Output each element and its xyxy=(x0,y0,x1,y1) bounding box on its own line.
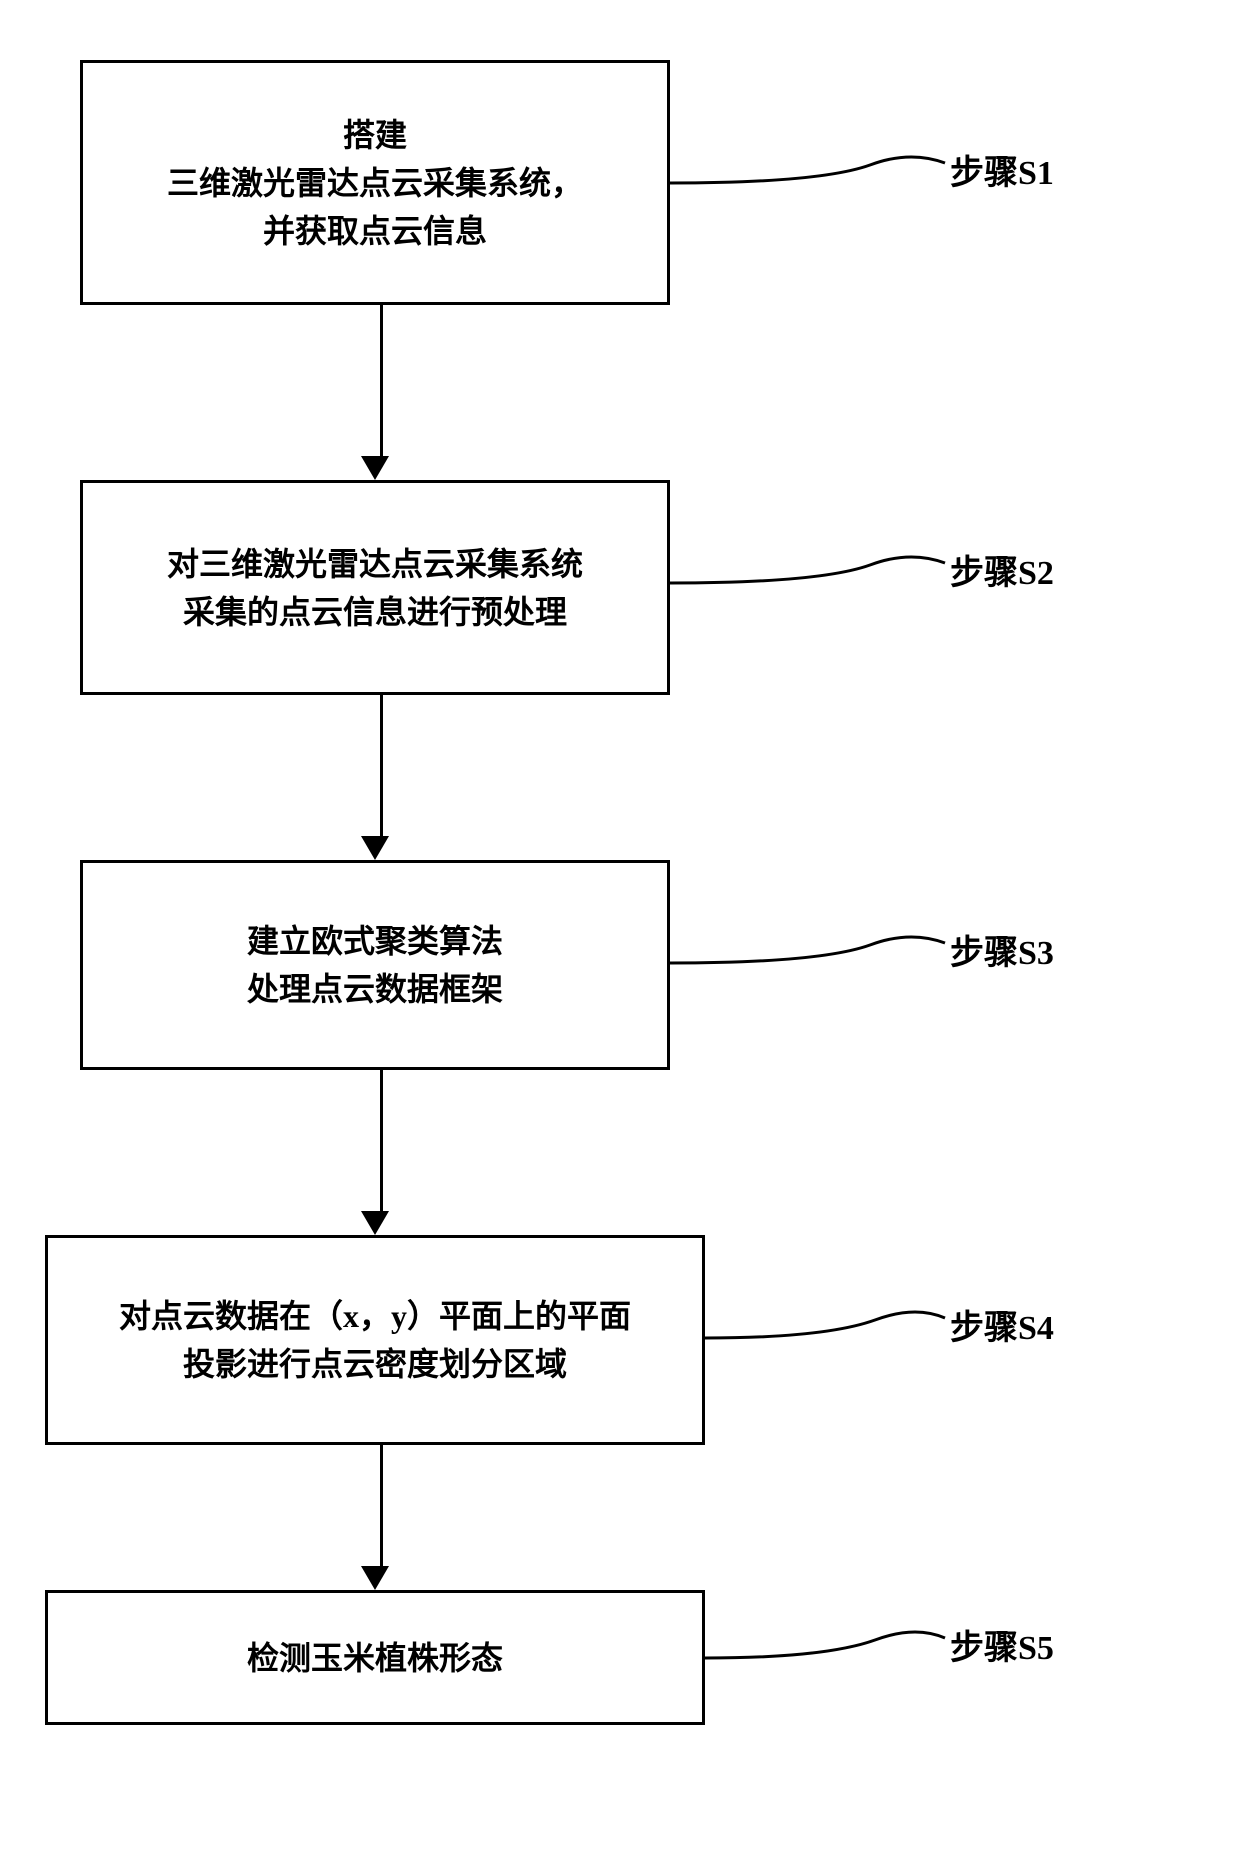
step-box-s1: 搭建 三维激光雷达点云采集系统， 并获取点云信息 xyxy=(80,60,670,305)
arrow-s1-s2 xyxy=(374,305,390,480)
step-text-line: 对三维激光雷达点云采集系统 xyxy=(167,540,583,588)
step-text-line: 三维激光雷达点云采集系统， xyxy=(167,159,583,207)
step-box-s3: 建立欧式聚类算法 处理点云数据框架 xyxy=(80,860,670,1070)
connector-s1 xyxy=(670,135,950,205)
connector-s3 xyxy=(670,915,950,985)
arrow-s4-s5 xyxy=(374,1445,390,1590)
connector-s4 xyxy=(705,1290,950,1360)
connector-s2 xyxy=(670,535,950,605)
step-label-s1: 步骤S1 xyxy=(950,145,1054,194)
step-text-line: 建立欧式聚类算法 xyxy=(247,917,503,965)
step-text-line: 搭建 xyxy=(343,111,407,159)
step-text-line: 采集的点云信息进行预处理 xyxy=(183,588,567,636)
arrow-s2-s3 xyxy=(374,695,390,860)
step-text-line: 检测玉米植株形态 xyxy=(247,1634,503,1682)
connector-s5 xyxy=(705,1610,950,1680)
step-box-s4: 对点云数据在（x，y）平面上的平面 投影进行点云密度划分区域 xyxy=(45,1235,705,1445)
step-box-s5: 检测玉米植株形态 xyxy=(45,1590,705,1725)
arrow-s3-s4 xyxy=(374,1070,390,1235)
step-label-s2: 步骤S2 xyxy=(950,545,1054,594)
step-text-line: 并获取点云信息 xyxy=(263,207,487,255)
step-text-line: 对点云数据在（x，y）平面上的平面 xyxy=(119,1292,631,1340)
step-label-s4: 步骤S4 xyxy=(950,1300,1054,1349)
step-box-s2: 对三维激光雷达点云采集系统 采集的点云信息进行预处理 xyxy=(80,480,670,695)
step-label-s3: 步骤S3 xyxy=(950,925,1054,974)
step-text-line: 投影进行点云密度划分区域 xyxy=(183,1340,567,1388)
step-text-line: 处理点云数据框架 xyxy=(247,965,503,1013)
step-label-s5: 步骤S5 xyxy=(950,1620,1054,1669)
